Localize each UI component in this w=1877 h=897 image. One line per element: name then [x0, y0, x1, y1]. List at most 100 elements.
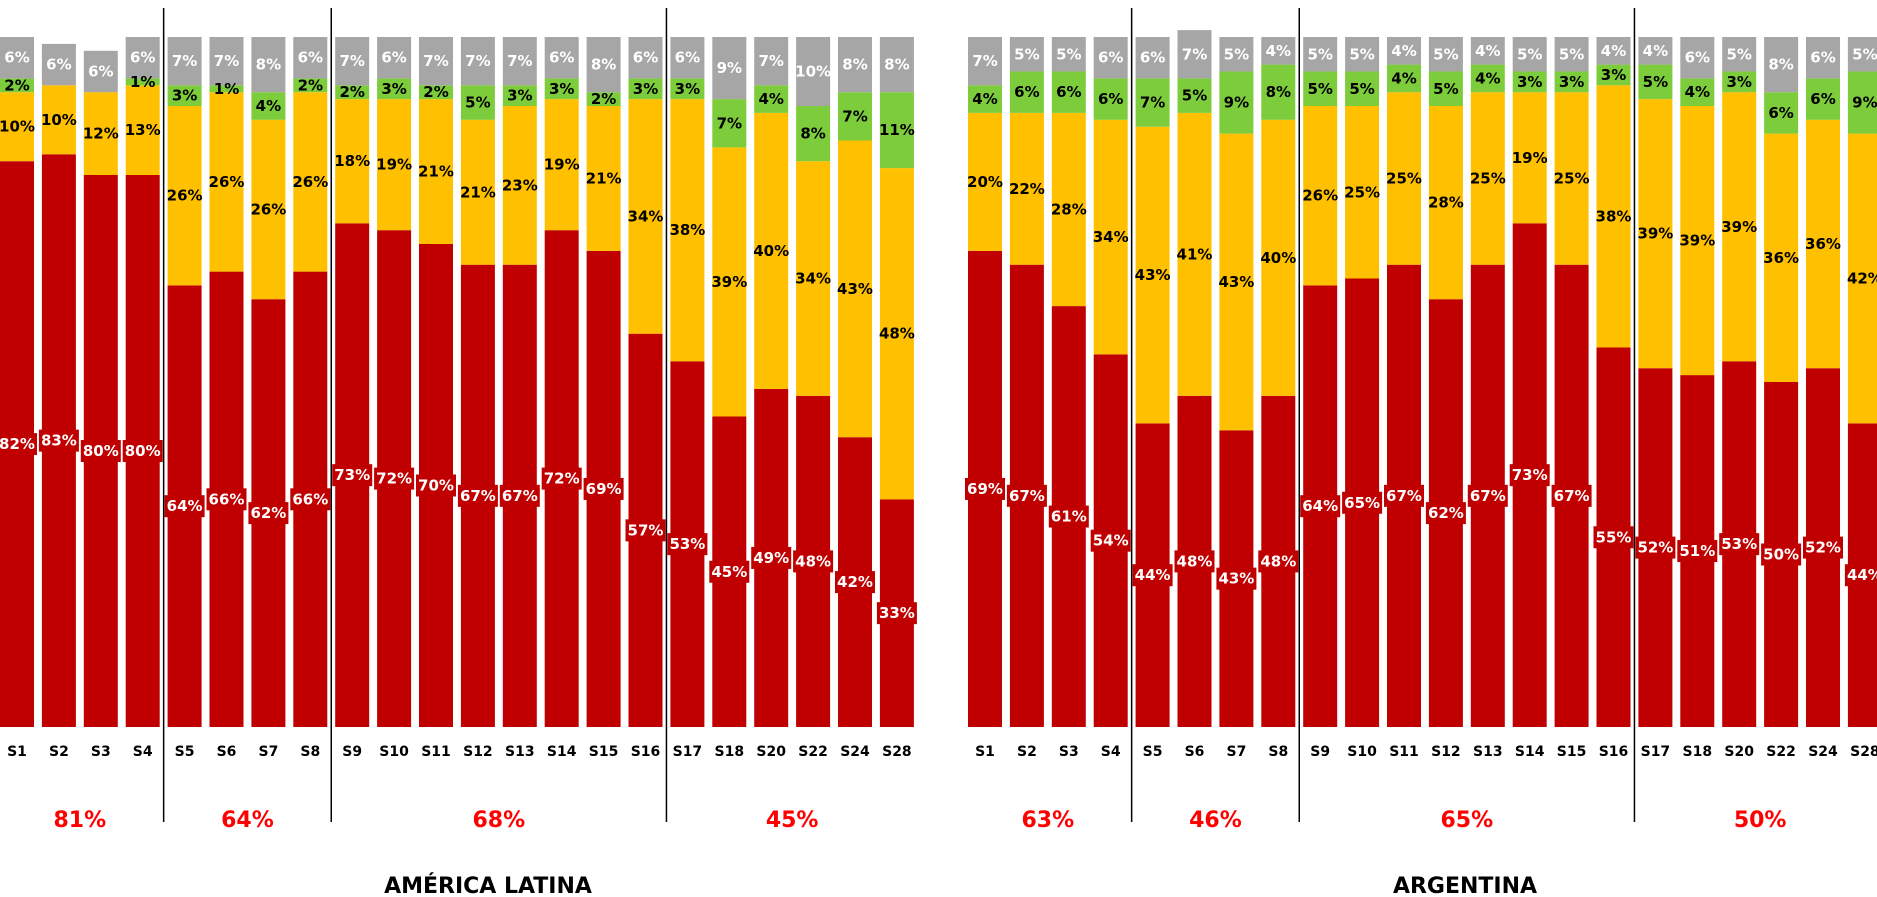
bar-segment-gray	[0, 37, 34, 79]
data-label: 3%	[507, 87, 532, 105]
bar-segment-yellow	[712, 147, 747, 417]
data-label: 26%	[250, 201, 286, 219]
data-label: 11%	[879, 121, 915, 139]
bar-segment-green	[1261, 64, 1296, 120]
bar-segment-gray	[879, 37, 914, 93]
data-label: 41%	[1177, 245, 1213, 263]
bar-segment-green	[1554, 71, 1589, 93]
bar-segment-yellow	[1009, 112, 1044, 265]
bar-segment-green	[1387, 64, 1421, 93]
data-label-plate	[457, 484, 498, 507]
bar-segment-yellow	[1764, 133, 1799, 382]
data-label-plate	[38, 429, 79, 452]
x-tick-label: S15	[1557, 744, 1587, 760]
data-label: 1%	[214, 80, 239, 98]
bar-segment-yellow	[628, 99, 663, 334]
x-tick-label: S13	[1473, 744, 1503, 760]
bar-segment-green	[1470, 64, 1505, 93]
x-tick-label: S8	[1268, 744, 1288, 760]
data-label-plate	[80, 440, 121, 462]
data-label: 6%	[298, 49, 323, 67]
bar-segment-yellow	[209, 92, 244, 272]
data-label: 67%	[502, 487, 538, 505]
x-tick-label: S20	[756, 744, 786, 760]
chart-panel-america-latina: AMÉRICA LATINA 82%10%2%6%S183%10%6%S280%…	[0, 8, 917, 897]
x-tick-label: S12	[1431, 744, 1461, 760]
bar-segment-green	[628, 78, 663, 100]
bar-segment-yellow	[796, 161, 831, 396]
bar-segment-gray	[1764, 37, 1799, 93]
data-label: 26%	[1302, 187, 1338, 205]
bar-segment-gray	[754, 37, 789, 86]
panel-title: AMÉRICA LATINA	[384, 873, 592, 897]
x-tick-label: S16	[1599, 744, 1629, 760]
bar-segment-green	[335, 85, 370, 100]
data-label: 4%	[972, 90, 997, 108]
bar-segment-yellow	[419, 99, 453, 244]
bar-segment-green	[670, 78, 705, 100]
bar-segment-yellow	[460, 119, 495, 265]
bar-segment-yellow	[1428, 106, 1463, 300]
data-label: 4%	[1601, 42, 1626, 60]
data-label-plate	[709, 560, 750, 583]
data-label: 73%	[334, 466, 370, 484]
data-label: 5%	[1349, 80, 1374, 98]
bar-segment-green	[1764, 92, 1799, 134]
bar-segment-yellow	[1554, 92, 1589, 265]
data-label: 7%	[214, 52, 239, 70]
bar-segment-yellow	[167, 106, 202, 286]
bar-segment-yellow	[1219, 133, 1254, 431]
x-tick-label: S11	[421, 744, 451, 760]
bar-segment-gray	[968, 37, 1002, 86]
x-tick-label: S1	[7, 744, 27, 760]
data-label: 2%	[423, 83, 448, 101]
data-label: 4%	[1475, 69, 1500, 87]
bar-segment-green	[1722, 71, 1757, 93]
data-label: 44%	[1847, 566, 1877, 584]
data-label: 5%	[1307, 45, 1332, 63]
data-label-plate	[583, 477, 624, 500]
data-label: 6%	[549, 49, 574, 67]
bar-segment-gray	[670, 37, 705, 79]
data-label: 5%	[1182, 87, 1207, 105]
bar-segment-gray	[1009, 37, 1044, 72]
x-tick-label: S17	[673, 744, 703, 760]
x-tick-label: S5	[175, 744, 195, 760]
data-label: 7%	[465, 52, 490, 70]
x-tick-label: S9	[1310, 744, 1330, 760]
data-label: 4%	[1475, 42, 1500, 60]
data-label-plate	[1635, 536, 1676, 559]
data-label: 34%	[628, 207, 664, 225]
data-label: 8%	[591, 56, 616, 74]
bar-segment-green	[1512, 71, 1547, 93]
data-label-plate	[374, 467, 415, 490]
x-tick-label: S28	[1850, 744, 1877, 760]
data-label-plate	[290, 488, 331, 511]
bar-segment-yellow	[335, 99, 370, 224]
x-tick-label: S10	[379, 744, 409, 760]
data-label: 83%	[41, 432, 77, 450]
data-label: 3%	[675, 80, 700, 98]
data-label: 67%	[1009, 487, 1045, 505]
data-label: 1%	[130, 73, 155, 91]
bar-segment-yellow	[838, 140, 872, 438]
bar-segment-gray	[1638, 37, 1673, 65]
bar-segment-gray	[1093, 37, 1128, 79]
data-label: 19%	[1512, 149, 1548, 167]
bar-segment-gray	[1806, 37, 1840, 79]
bar-segment-gray	[586, 37, 621, 93]
data-label: 39%	[1679, 232, 1715, 250]
data-label: 4%	[1391, 69, 1416, 87]
data-label: 53%	[1721, 535, 1757, 553]
data-label: 6%	[1768, 104, 1793, 122]
data-label-plate	[1090, 529, 1131, 552]
data-label: 7%	[972, 52, 997, 70]
data-label: 4%	[256, 97, 281, 115]
data-label: 6%	[1056, 83, 1081, 101]
data-label: 40%	[1260, 249, 1296, 267]
x-tick-label: S14	[547, 744, 577, 760]
data-label: 43%	[1218, 570, 1254, 588]
data-label-plate	[1384, 484, 1424, 507]
bar-segment-gray	[1596, 37, 1631, 65]
x-tick-label: S22	[798, 744, 828, 760]
